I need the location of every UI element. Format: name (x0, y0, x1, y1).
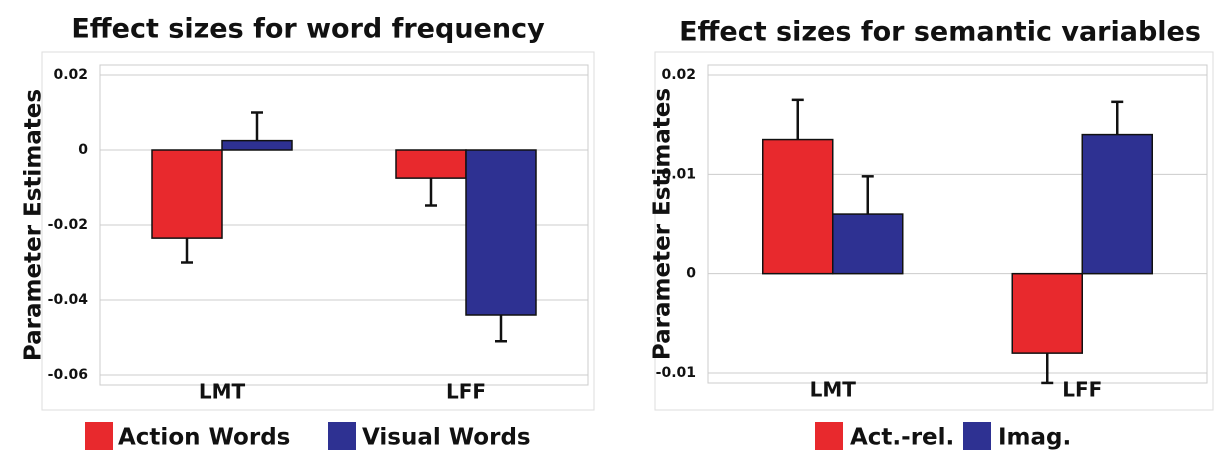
y-tick-label: 0.01 (661, 166, 696, 182)
error-bar (791, 98, 804, 140)
legend-label: Action Words (118, 425, 290, 451)
legend-swatch (328, 422, 356, 450)
chart-title: Effect sizes for semantic variables (679, 17, 1201, 48)
y-tick-label: 0 (686, 266, 696, 282)
x-tick-label: LMT (199, 380, 246, 404)
error-bar (425, 178, 437, 207)
y-tick-label: 0.02 (661, 67, 696, 83)
bar (1011, 272, 1083, 354)
x-tick-label: LFF (1062, 378, 1102, 402)
bar (762, 138, 834, 275)
legend-label: Visual Words (362, 425, 531, 451)
y-axis-label: Parameter Estimates (650, 88, 676, 360)
legend-swatch (963, 422, 991, 450)
bar (221, 139, 293, 151)
error-bar (1111, 100, 1124, 135)
error-bar (861, 175, 874, 215)
bar (395, 149, 467, 179)
y-tick-label: 0.02 (53, 67, 88, 83)
legend-swatch (85, 422, 113, 450)
legend-label: Imag. (998, 425, 1071, 451)
chart-title: Effect sizes for word frequency (71, 14, 545, 45)
legend-label: Act.-rel. (850, 425, 954, 451)
bar (151, 149, 223, 239)
y-axis-label: Parameter Estimates (21, 89, 47, 361)
bar (832, 213, 904, 275)
y-tick-label: -0.01 (656, 365, 696, 381)
bar (465, 149, 537, 316)
error-bar (495, 315, 507, 343)
error-bar (181, 238, 193, 264)
error-bar (1041, 353, 1054, 385)
x-tick-label: LMT (810, 378, 857, 402)
x-tick-label: LFF (446, 380, 486, 404)
y-tick-label: -0.04 (48, 292, 89, 308)
y-tick-label: 0 (78, 142, 88, 158)
error-bar (251, 111, 263, 141)
legend-swatch (815, 422, 843, 450)
bar (1081, 133, 1153, 275)
y-tick-label: -0.02 (48, 217, 88, 233)
y-tick-label: -0.06 (48, 367, 88, 383)
